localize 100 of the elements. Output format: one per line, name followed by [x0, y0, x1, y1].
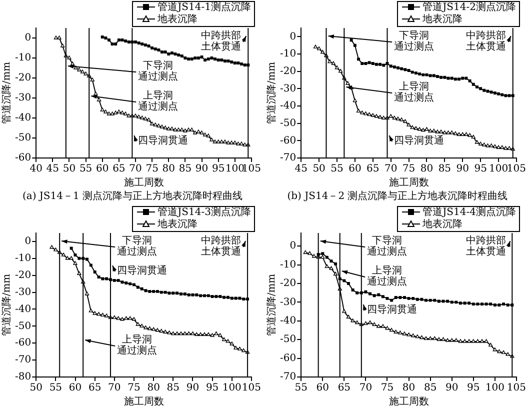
- y-tick-label: -30: [280, 83, 296, 94]
- x-tick-label: 105: [506, 164, 526, 175]
- x-tick-label: 60: [96, 164, 109, 175]
- x-tick-label: 65: [366, 164, 380, 175]
- y-tick-label: -60: [14, 152, 32, 164]
- legend-label: 管道JS14-1测点沉降: [158, 2, 251, 13]
- y-tick-label: -30: [14, 286, 32, 298]
- x-tick-label: 50: [312, 164, 326, 175]
- y-axis-title: 管道沉降/mm: [0, 61, 13, 124]
- x-tick-label: 90: [456, 164, 469, 175]
- y-tick-label: 0: [290, 240, 296, 252]
- y-tick-label: -70: [14, 354, 32, 366]
- x-tick-label: 95: [467, 382, 480, 394]
- legend-label: 地表沉降: [158, 14, 198, 25]
- x-tick-label: 60: [316, 382, 330, 394]
- y-axis-title: 管道沉降/mm: [266, 273, 278, 336]
- x-tick-label: 45: [294, 164, 308, 175]
- y-tick-label: -10: [280, 48, 296, 60]
- x-tick-label: 50: [30, 382, 42, 394]
- x-tick-label: 85: [166, 382, 180, 394]
- x-tick-label: 95: [474, 164, 487, 175]
- x-tick-label: 70: [108, 382, 121, 394]
- y-tick-label: -40: [14, 304, 32, 315]
- y-axis-title: 管道沉降/mm: [266, 61, 278, 124]
- ref-line-label: 下导洞通过测点: [138, 60, 178, 83]
- ref-line-label: 中跨拱部土体贯通: [466, 234, 506, 258]
- x-tick-label: 65: [338, 382, 351, 394]
- x-tick-label: 70: [359, 382, 372, 394]
- x-tick-label: 65: [112, 164, 126, 175]
- ref-line-label: 上导洞通过测点: [367, 264, 408, 288]
- x-tick-label: 100: [225, 164, 244, 175]
- y-tick-label: 0: [24, 32, 32, 44]
- x-axis-title: 施工周数: [124, 176, 164, 189]
- y-tick-label: -40: [280, 100, 296, 112]
- x-tick-label: 90: [186, 382, 200, 394]
- y-tick-label: -50: [14, 132, 32, 144]
- ref-line-label: 下导洞通过测点: [394, 30, 434, 53]
- x-tick-label: 70: [129, 164, 142, 175]
- ref-line-label: 上导洞通过测点: [394, 80, 434, 104]
- x-tick-label: 85: [438, 164, 452, 175]
- ref-line-label: 中跨拱部土体贯通: [201, 30, 242, 53]
- x-tick-label: 40: [30, 164, 42, 175]
- x-tick-label: 55: [79, 164, 92, 175]
- text: (b) JS14－2 测点沉降与正上方地表沉降时程曲线: [286, 190, 509, 203]
- y-tick-label: -50: [280, 334, 296, 346]
- x-tick-label: 75: [128, 382, 140, 394]
- y-tick-label: -30: [280, 296, 296, 308]
- y-tick-label: -20: [14, 72, 32, 84]
- x-tick-label: 75: [146, 164, 158, 175]
- legend-label: 管道JS14-4测点沉降: [422, 207, 516, 218]
- x-tick-label: 90: [195, 164, 208, 175]
- y-tick-label: -50: [14, 320, 32, 332]
- legend-label: 地表沉降: [158, 219, 198, 230]
- y-tick-label: -70: [280, 372, 296, 383]
- x-tick-label: 100: [222, 382, 242, 394]
- x-tick-label: 75: [380, 382, 394, 394]
- ref-line-label: 四导洞贯通: [394, 134, 444, 147]
- x-tick-label: 75: [402, 164, 416, 175]
- x-tick-label: 85: [178, 164, 192, 175]
- x-tick-label: 105: [242, 382, 262, 394]
- x-tick-label: 80: [402, 382, 416, 394]
- y-tick-label: -50: [280, 118, 296, 129]
- x-tick-label: 95: [212, 164, 225, 175]
- ref-line-label: 上导洞通过测点: [138, 90, 178, 113]
- x-tick-label: 80: [147, 382, 160, 394]
- x-tick-label: 55: [49, 382, 62, 394]
- ref-line-label: 四导洞贯通: [138, 134, 188, 147]
- x-tick-label: 70: [384, 164, 398, 175]
- y-tick-label: -10: [280, 259, 296, 270]
- x-axis-title: 施工周数: [124, 396, 164, 408]
- ref-line-label: 下导洞通过测点: [367, 234, 408, 258]
- x-axis-title: 施工周数: [388, 396, 429, 408]
- ref-line-label: 上导洞通过测点: [117, 334, 158, 357]
- y-tick-label: -80: [14, 372, 32, 383]
- x-tick-label: 80: [162, 164, 175, 175]
- y-tick-label: -60: [14, 338, 32, 349]
- ref-line-label: 中跨拱部土体贯通: [466, 30, 506, 53]
- legend-label: 管道JS14-2测点沉降: [422, 2, 516, 13]
- y-tick-label: -20: [280, 66, 296, 77]
- y-tick-label: -30: [14, 92, 32, 104]
- y-tick-label: -70: [280, 152, 296, 164]
- legend-label: 地表沉降: [422, 219, 463, 230]
- y-tick-label: -40: [280, 315, 296, 326]
- y-tick-label: 0: [290, 31, 296, 42]
- y-tick-label: -60: [280, 352, 296, 364]
- y-axis-title: 管道沉降/mm: [0, 273, 13, 336]
- text: (a) JS14－1 测点沉降与正上方地表沉降时程曲线: [21, 190, 244, 203]
- x-tick-label: 80: [420, 164, 434, 175]
- x-tick-label: 55: [330, 164, 344, 175]
- x-tick-label: 95: [206, 382, 219, 394]
- y-tick-label: 0: [24, 236, 32, 248]
- y-tick-label: -40: [14, 112, 32, 124]
- x-tick-label: 60: [348, 164, 362, 175]
- x-tick-label: 55: [294, 382, 308, 394]
- x-tick-label: 65: [88, 382, 102, 394]
- legend-label: 管道JS14-3测点沉降: [158, 207, 251, 218]
- y-tick-label: -20: [280, 278, 296, 290]
- y-tick-label: -10: [14, 52, 32, 64]
- x-tick-label: 50: [62, 164, 76, 175]
- x-tick-label: 105: [242, 164, 262, 175]
